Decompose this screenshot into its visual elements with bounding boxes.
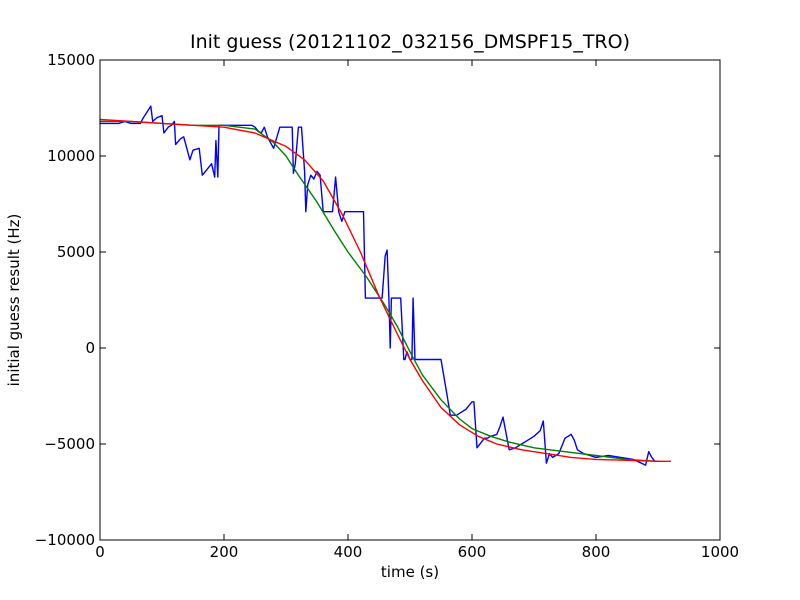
y-tick-label: 5000 xyxy=(57,243,95,261)
x-tick-label: 400 xyxy=(334,543,363,561)
y-tick-label: −5000 xyxy=(44,435,95,453)
x-tick-label: 800 xyxy=(582,543,611,561)
y-axis-label: initial guess result (Hz) xyxy=(5,214,23,387)
chart-title: Init guess (20121102_032156_DMSPF15_TRO) xyxy=(190,31,630,53)
x-tick-label: 200 xyxy=(210,543,239,561)
x-tick-label: 1000 xyxy=(701,543,739,561)
y-tick-label: −10000 xyxy=(35,531,95,549)
y-tick-label: 15000 xyxy=(47,51,95,69)
y-tick-label: 10000 xyxy=(47,147,95,165)
x-axis-label: time (s) xyxy=(381,563,439,581)
ticks-layer: 0 200 400 600 800 1000 −10000 −5000 0 5000 10000 15… xyxy=(35,51,739,561)
y-tick-label: 0 xyxy=(85,339,95,357)
series-line-2 xyxy=(99,120,659,462)
series-line-3 xyxy=(99,118,672,462)
series-layer xyxy=(99,105,672,466)
x-tick-label: 600 xyxy=(458,543,487,561)
plot-frame xyxy=(99,59,721,541)
x-tick-label: 0 xyxy=(95,543,105,561)
series-line-1 xyxy=(99,105,659,466)
plot-area-background xyxy=(100,60,720,540)
